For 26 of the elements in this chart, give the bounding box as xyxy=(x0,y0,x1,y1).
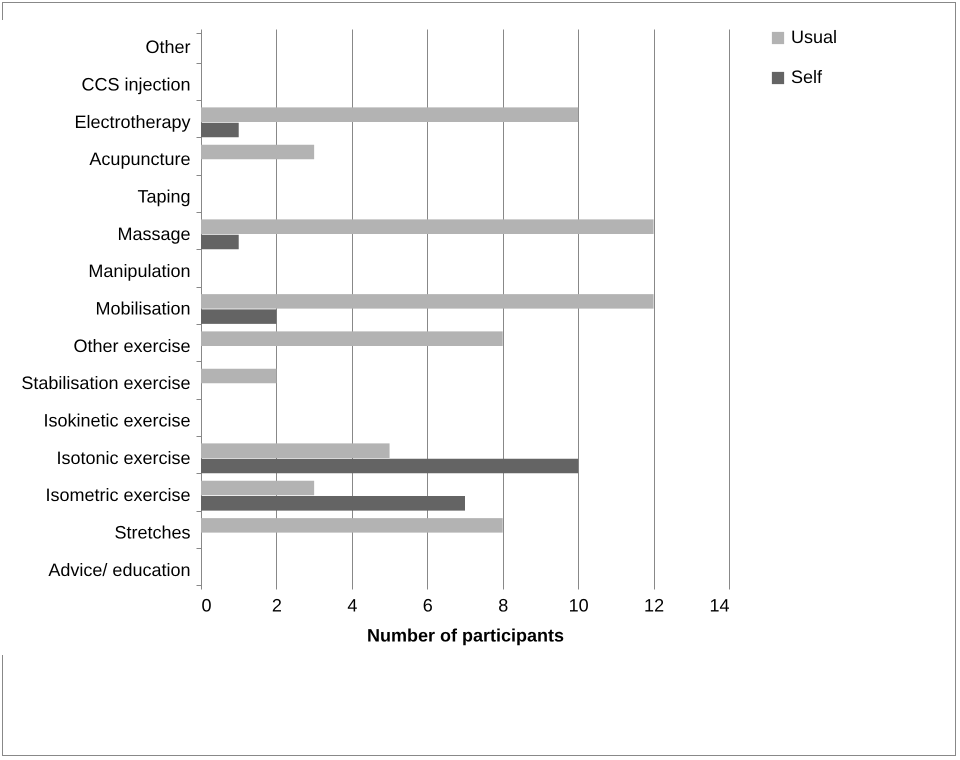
y-tick-label: Advice/ education xyxy=(48,560,190,580)
legend-label: Usual xyxy=(791,27,838,47)
y-tick-label: Isokinetic exercise xyxy=(43,410,190,430)
y-tick-label: Mobilisation xyxy=(95,298,190,318)
x-tick-label: 2 xyxy=(272,596,282,616)
y-tick-label: Manipulation xyxy=(88,261,190,282)
x-tick-label: 12 xyxy=(644,596,664,616)
y-tick-label: Isotonic exercise xyxy=(56,448,190,468)
y-tick-label: Acupuncture xyxy=(89,149,190,170)
x-tick-label: 14 xyxy=(709,596,730,616)
legend-label: Self xyxy=(791,67,824,87)
y-tick-label: Other exercise xyxy=(73,336,190,356)
y-tick-label: Stabilisation exercise xyxy=(21,373,190,394)
y-tick-label: Massage xyxy=(117,224,190,244)
y-tick-label: Stretches xyxy=(114,522,190,542)
y-tick-label: CCS injection xyxy=(81,74,190,94)
x-tick-label: 6 xyxy=(422,596,433,616)
x-axis-title: Number of participants xyxy=(366,626,564,646)
y-tick-label: Isometric exercise xyxy=(45,485,190,506)
x-tick-label: 10 xyxy=(568,596,589,616)
y-tick-label: Other xyxy=(145,37,190,58)
y-tick-label: Electrotherapy xyxy=(74,112,190,132)
x-tick-label: 0 xyxy=(202,596,212,616)
x-tick-label: 8 xyxy=(498,596,508,616)
y-tick-label: Taping xyxy=(137,186,190,206)
x-tick-label: 4 xyxy=(347,596,358,616)
